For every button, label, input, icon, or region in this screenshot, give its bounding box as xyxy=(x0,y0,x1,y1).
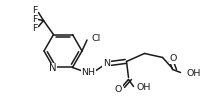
Text: N: N xyxy=(49,63,56,73)
Text: NH: NH xyxy=(81,68,96,77)
Text: OH: OH xyxy=(136,83,151,92)
Text: O: O xyxy=(115,85,122,94)
Text: F: F xyxy=(32,24,37,33)
Text: F: F xyxy=(32,6,37,15)
Text: F: F xyxy=(32,15,37,24)
Text: OH: OH xyxy=(186,69,201,78)
Text: Cl: Cl xyxy=(91,33,100,43)
Text: O: O xyxy=(170,54,177,63)
Text: N: N xyxy=(103,59,110,68)
